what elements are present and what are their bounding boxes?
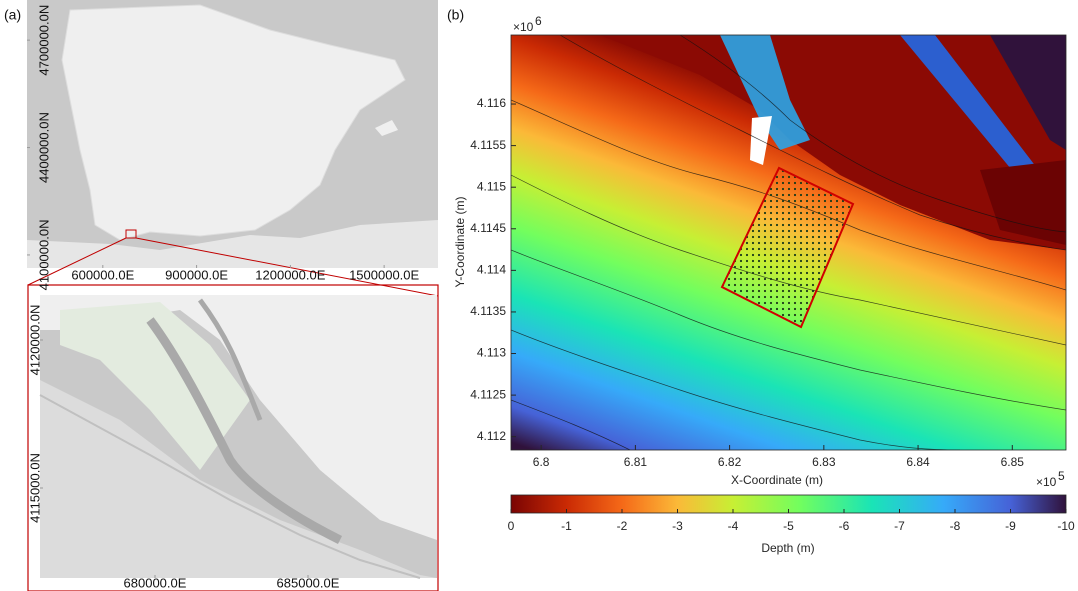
x-axis-label: X-Coordinate (m) bbox=[731, 473, 823, 487]
map-y-tick-label: 4115000.0N bbox=[27, 453, 42, 523]
colorbar-tick-label: -3 bbox=[672, 519, 683, 533]
x-tick-label: 6.85 bbox=[1001, 455, 1025, 469]
colorbar-tick-label: -5 bbox=[783, 519, 794, 533]
overview-map bbox=[27, 0, 438, 296]
x-tick-label: 6.83 bbox=[812, 455, 836, 469]
panel-label: (a) bbox=[4, 7, 21, 23]
y-axis-label: Y-Coordinate (m) bbox=[453, 197, 467, 288]
colorbar-tick-label: -4 bbox=[728, 519, 739, 533]
y-exponent: 6 bbox=[535, 14, 542, 28]
map-x-tick-label: 900000.0E bbox=[165, 267, 228, 282]
map-x-tick-label: 685000.0E bbox=[277, 575, 340, 590]
x-multiplier: ×10 bbox=[1036, 475, 1057, 489]
map-y-tick-label: 4100000.0N bbox=[36, 220, 51, 291]
panel-label: (b) bbox=[447, 7, 464, 23]
colorbar-label: Depth (m) bbox=[761, 541, 814, 555]
figure: (a) (b) X-Coordinate (m) Y-Coordinate (m… bbox=[0, 0, 1078, 591]
x-tick-label: 6.84 bbox=[906, 455, 930, 469]
y-tick-label: 4.115 bbox=[477, 179, 506, 193]
map-y-tick-label: 4700000.0N bbox=[36, 5, 51, 76]
colorbar-tick-label: -6 bbox=[839, 519, 850, 533]
colorbar-tick-label: 0 bbox=[508, 519, 515, 533]
y-tick-label: 4.113 bbox=[477, 346, 506, 360]
y-tick-label: 4.1135 bbox=[470, 304, 506, 318]
colorbar-tick-label: -9 bbox=[1005, 519, 1016, 533]
map-y-tick-label: 4400000.0N bbox=[36, 112, 51, 183]
y-tick-label: 4.116 bbox=[477, 96, 506, 110]
y-multiplier: ×10 bbox=[513, 20, 534, 34]
map-x-tick-label: 1500000.0E bbox=[349, 267, 419, 282]
x-exponent: 5 bbox=[1058, 469, 1065, 483]
map-x-tick-label: 1200000.0E bbox=[255, 267, 325, 282]
y-tick-label: 4.112 bbox=[477, 429, 506, 443]
map-x-tick-label: 600000.0E bbox=[71, 267, 134, 282]
detail-map bbox=[28, 285, 438, 591]
x-tick-label: 6.81 bbox=[624, 455, 648, 469]
map-x-tick-label: 680000.0E bbox=[124, 575, 187, 590]
colorbar-tick-label: -7 bbox=[894, 519, 905, 533]
bathymetry-field bbox=[511, 35, 1066, 450]
y-tick-label: 4.1145 bbox=[470, 221, 506, 235]
x-tick-label: 6.8 bbox=[533, 455, 550, 469]
x-tick-label: 6.82 bbox=[718, 455, 742, 469]
colorbar-tick-label: -1 bbox=[561, 519, 572, 533]
colorbar-tick-label: -8 bbox=[950, 519, 961, 533]
colorbar-tick-label: -2 bbox=[617, 519, 628, 533]
y-tick-label: 4.1155 bbox=[470, 138, 506, 152]
colorbar-tick-label: -10 bbox=[1057, 519, 1075, 533]
y-tick-label: 4.1125 bbox=[470, 387, 506, 401]
y-tick-label: 4.114 bbox=[477, 263, 506, 277]
map-y-tick-label: 4120000.0N bbox=[27, 305, 42, 376]
